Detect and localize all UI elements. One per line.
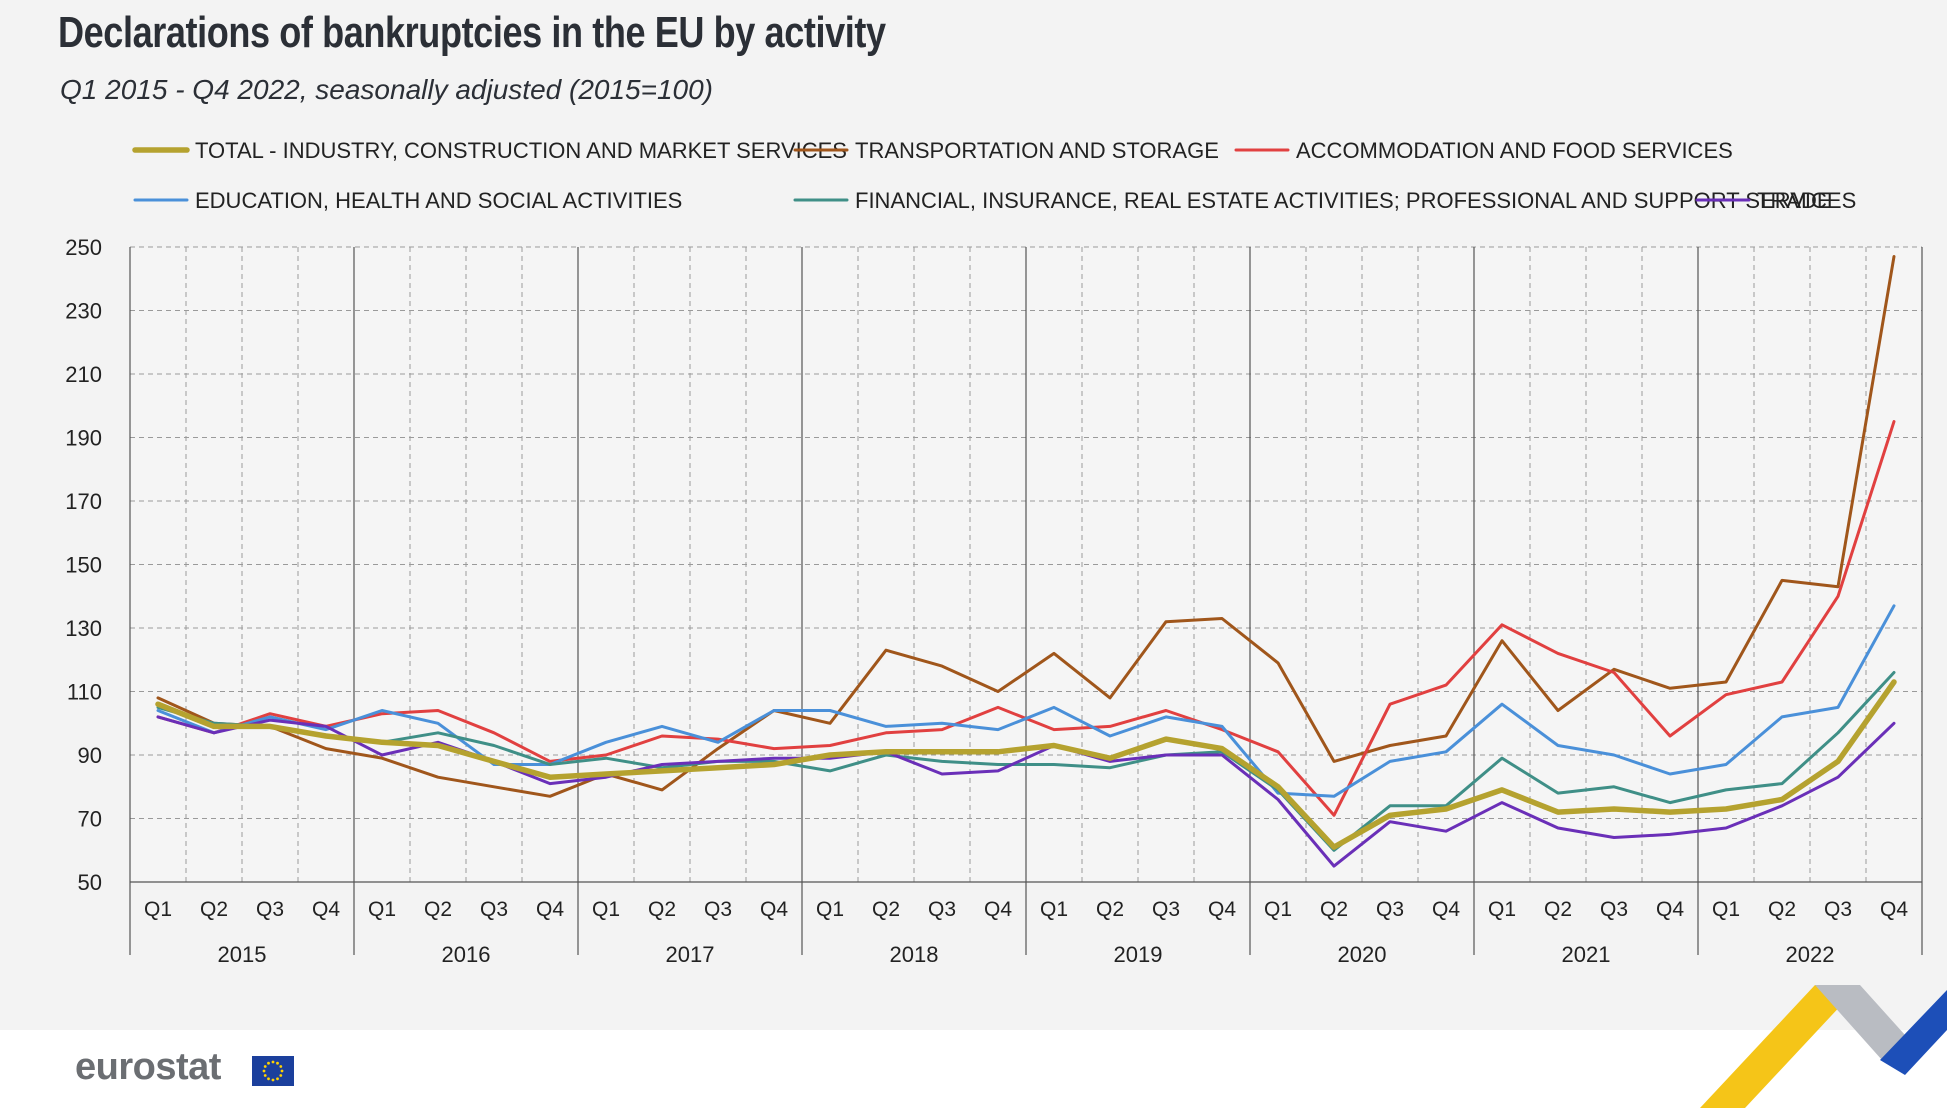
- quarter-label: Q2: [648, 898, 676, 921]
- quarter-label: Q1: [1040, 898, 1068, 921]
- y-tick-label: 150: [65, 553, 102, 578]
- legend-item: TRADE: [1695, 188, 1832, 213]
- quarter-label: Q2: [200, 898, 228, 921]
- footer-bar: [0, 1030, 1947, 1108]
- legend-item: TOTAL - INDUSTRY, CONSTRUCTION AND MARKE…: [132, 138, 847, 163]
- quarter-label: Q3: [1600, 898, 1628, 921]
- legend-item: ACCOMMODATION AND FOOD SERVICES: [1234, 138, 1733, 163]
- quarter-label: Q4: [1880, 898, 1908, 921]
- quarter-label: Q2: [872, 898, 900, 921]
- y-tick-label: 50: [78, 870, 102, 895]
- legend-label: TOTAL - INDUSTRY, CONSTRUCTION AND MARKE…: [195, 138, 847, 163]
- y-tick-label: 110: [67, 680, 102, 705]
- legend-label: ACCOMMODATION AND FOOD SERVICES: [1296, 138, 1733, 163]
- quarter-label: Q2: [424, 898, 452, 921]
- y-tick-label: 170: [65, 489, 102, 514]
- quarter-label: Q1: [816, 898, 844, 921]
- quarter-label: Q3: [928, 898, 956, 921]
- quarter-label: Q1: [1264, 898, 1292, 921]
- legend-item: TRANSPORTATION AND STORAGE: [793, 138, 1219, 163]
- quarter-label: Q2: [1544, 898, 1572, 921]
- quarter-label: Q3: [256, 898, 284, 921]
- eu-flag-icon: [252, 1056, 294, 1086]
- year-label: 2016: [442, 942, 491, 967]
- page-subtitle: Q1 2015 - Q4 2022, seasonally adjusted (…: [60, 74, 714, 105]
- year-label: 2021: [1562, 942, 1611, 967]
- quarter-label: Q4: [1656, 898, 1684, 921]
- y-tick-label: 210: [65, 362, 102, 387]
- legend-item: EDUCATION, HEALTH AND SOCIAL ACTIVITIES: [133, 188, 682, 213]
- quarter-label: Q3: [1824, 898, 1852, 921]
- quarter-label: Q3: [1376, 898, 1404, 921]
- quarter-label: Q4: [760, 898, 788, 921]
- quarter-label: Q2: [1096, 898, 1124, 921]
- legend-label: TRADE: [1757, 188, 1832, 213]
- chart-series: [155, 255, 1897, 868]
- chart-legend: TOTAL - INDUSTRY, CONSTRUCTION AND MARKE…: [132, 138, 1856, 213]
- quarter-label: Q4: [1432, 898, 1460, 921]
- y-tick-label: 230: [65, 299, 102, 324]
- quarter-label: Q1: [1712, 898, 1740, 921]
- series-line: [156, 604, 1896, 798]
- series-line: [156, 671, 1896, 852]
- eurostat-logo: eurostat: [75, 1046, 221, 1088]
- legend-label: FINANCIAL, INSURANCE, REAL ESTATE ACTIVI…: [855, 188, 1856, 213]
- quarter-label: Q3: [1152, 898, 1180, 921]
- y-tick-label: 70: [78, 807, 102, 832]
- series-line: [155, 679, 1897, 850]
- quarter-label: Q4: [984, 898, 1012, 921]
- decorative-chevron: [1700, 985, 1947, 1108]
- page-title: Declarations of bankruptcies in the EU b…: [58, 8, 886, 57]
- year-label: 2017: [666, 942, 715, 967]
- quarter-label: Q4: [1208, 898, 1236, 921]
- y-tick-label: 130: [65, 616, 102, 641]
- quarter-label: Q1: [1488, 898, 1516, 921]
- y-tick-label: 90: [78, 743, 102, 768]
- year-label: 2015: [218, 942, 267, 967]
- quarter-label: Q3: [480, 898, 508, 921]
- quarter-label: Q4: [536, 898, 564, 921]
- chart-axes: 50 70 90 110 130 150 170 190 210 230 250 Q1 Q2 Q3 Q4 Q1…: [65, 235, 1922, 967]
- quarter-label: Q1: [592, 898, 620, 921]
- chart-grid: [129, 246, 1923, 955]
- quarter-label: Q1: [144, 898, 172, 921]
- year-label: 2020: [1338, 942, 1387, 967]
- quarter-label: Q2: [1768, 898, 1796, 921]
- y-tick-label: 250: [65, 235, 102, 260]
- year-label: 2022: [1786, 942, 1835, 967]
- y-tick-label: 190: [65, 426, 102, 451]
- quarter-label: Q4: [312, 898, 340, 921]
- legend-label: EDUCATION, HEALTH AND SOCIAL ACTIVITIES: [195, 188, 682, 213]
- year-label: 2018: [890, 942, 939, 967]
- line-chart: TOTAL - INDUSTRY, CONSTRUCTION AND MARKE…: [65, 138, 1923, 967]
- year-label: 2019: [1114, 942, 1163, 967]
- quarter-label: Q2: [1320, 898, 1348, 921]
- legend-label: TRANSPORTATION AND STORAGE: [855, 138, 1219, 163]
- legend-item: FINANCIAL, INSURANCE, REAL ESTATE ACTIVI…: [793, 188, 1856, 213]
- series-line: [156, 255, 1896, 798]
- quarter-label: Q1: [368, 898, 396, 921]
- quarter-label: Q3: [704, 898, 732, 921]
